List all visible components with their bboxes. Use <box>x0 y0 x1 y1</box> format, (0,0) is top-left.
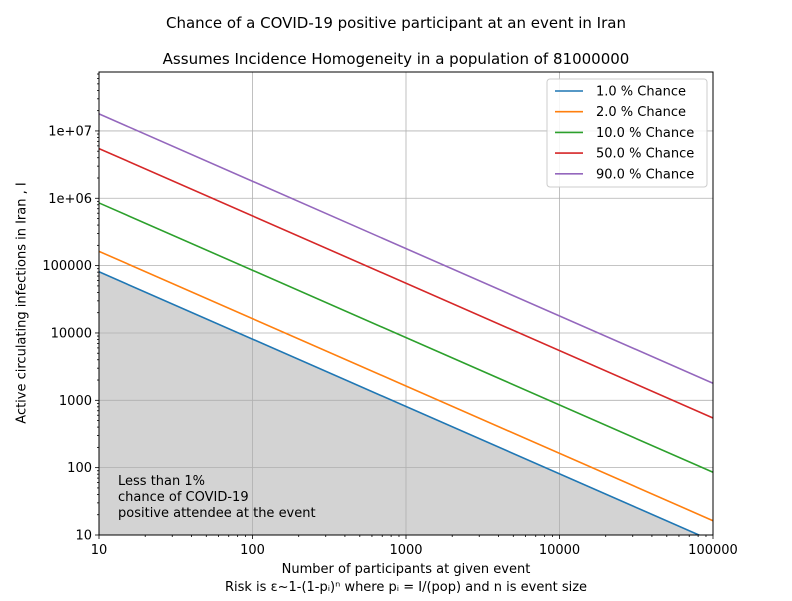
y-tick-label: 100000 <box>42 259 92 274</box>
legend-label-3: 10.0 % Chance <box>596 126 694 141</box>
y-tick-label: 1e+07 <box>48 124 92 139</box>
y-tick-label: 1000 <box>59 394 92 409</box>
x-axis-label: Number of participants at given event <box>281 562 531 577</box>
x-tick-label: 10000 <box>539 543 580 558</box>
y-axis-label: Active circulating infections in Iran , … <box>14 182 30 424</box>
legend-label-2: 2.0 % Chance <box>596 105 686 120</box>
series-line-2 <box>99 250 713 522</box>
series-line-4 <box>99 147 713 419</box>
series-line-1 <box>99 271 701 535</box>
chart-subtitle: Assumes Incidence Homogeneity in a popul… <box>162 50 630 68</box>
annotation-line-3: positive attendee at the event <box>118 506 316 521</box>
x-tick-label: 10 <box>91 543 108 558</box>
x-tick-label: 100 <box>240 543 265 558</box>
chart-suptitle: Chance of a COVID-19 positive participan… <box>166 14 626 32</box>
legend-label-4: 50.0 % Chance <box>596 147 694 162</box>
legend-box <box>546 78 708 188</box>
y-tick-label: 10000 <box>51 326 92 341</box>
y-tick-label: 100 <box>67 461 92 476</box>
x-axis-formula-label: Risk is ε~1-(1-pᵢ)ⁿ where pᵢ = I/(pop) a… <box>224 580 588 595</box>
x-tick-label: 100000 <box>688 543 738 558</box>
legend-label-1: 1.0 % Chance <box>596 85 686 100</box>
annotation-line-2: chance of COVID-19 <box>118 490 249 505</box>
legend-label-5: 90.0 % Chance <box>596 167 694 182</box>
y-tick-label: 10 <box>75 529 92 544</box>
y-tick-label: 1e+06 <box>48 192 92 207</box>
series-line-5 <box>99 113 713 385</box>
series-line-3 <box>99 202 713 474</box>
annotation-line-1: Less than 1% <box>118 474 205 489</box>
x-tick-label: 1000 <box>389 543 422 558</box>
